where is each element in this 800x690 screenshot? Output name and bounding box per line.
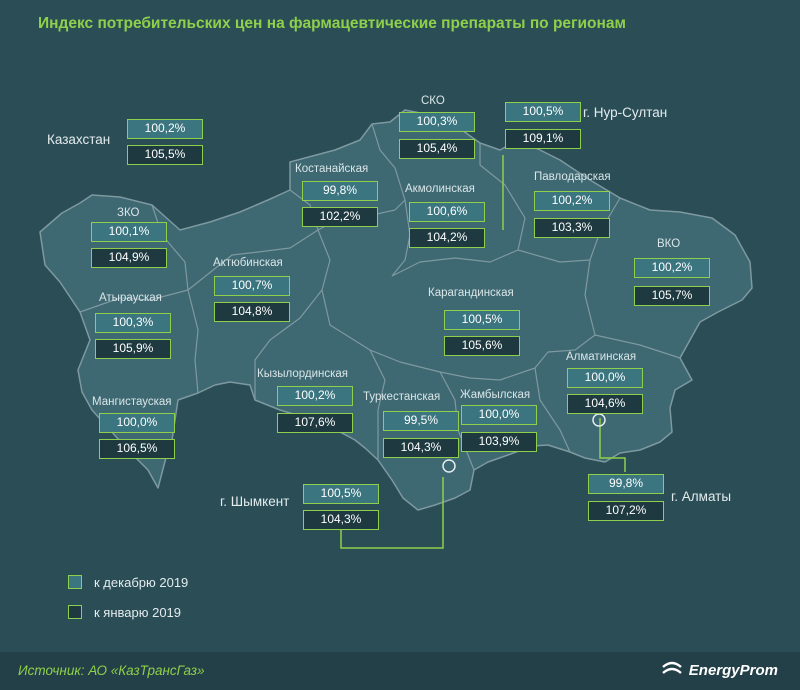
region-jan-value: 105,9% xyxy=(95,339,171,359)
region-dec-value: 100,3% xyxy=(399,112,475,132)
city-name: г. Шымкент xyxy=(220,494,290,509)
region-name: Атырауская xyxy=(99,292,162,304)
region-name: Актюбинская xyxy=(213,257,283,269)
almaty-marker-icon xyxy=(592,413,606,427)
legend-label-dec: к декабрю 2019 xyxy=(94,575,189,590)
region-jan-value: 104,8% xyxy=(214,302,290,322)
region-dec-value: 100,7% xyxy=(214,276,290,296)
region-name: Акмолинская xyxy=(405,183,475,195)
city-dec-value: 100,5% xyxy=(303,484,379,504)
region-jan-value: 107,6% xyxy=(277,413,353,433)
region-name: Костанайская xyxy=(295,163,369,175)
city-name: г. Нур-Султан xyxy=(583,105,668,120)
legend-swatch-dec xyxy=(68,575,82,589)
country-name: Казахстан xyxy=(47,132,111,147)
region-name: Алматинская xyxy=(566,351,637,363)
city-jan-value: 107,2% xyxy=(588,501,664,521)
region-dec-value: 100,2% xyxy=(634,258,710,278)
legend-swatch-jan xyxy=(68,605,82,619)
region-jan-value: 104,3% xyxy=(383,438,459,458)
region-dec-value: 100,2% xyxy=(277,386,353,406)
city-dec-value: 99,8% xyxy=(588,474,664,494)
region-dec-value: 99,5% xyxy=(383,411,459,431)
legend-label-jan: к январю 2019 xyxy=(94,605,182,620)
brand-logo: EnergyProm xyxy=(661,661,778,679)
region-jan-value: 104,6% xyxy=(567,394,643,414)
region-name: СКО xyxy=(421,95,445,107)
region-jan-value: 105,4% xyxy=(399,139,475,159)
energyprom-logo-icon xyxy=(661,661,682,674)
region-name: Павлодарская xyxy=(534,171,611,183)
country-jan-value: 105,5% xyxy=(127,145,203,165)
region-dec-value: 100,0% xyxy=(567,368,643,388)
region-dec-value: 100,5% xyxy=(444,310,520,330)
region-jan-value: 104,2% xyxy=(409,228,485,248)
region-dec-value: 100,6% xyxy=(409,202,485,222)
region-dec-value: 100,1% xyxy=(91,222,167,242)
region-name: Кызылординская xyxy=(257,368,349,380)
region-name: Карагандинская xyxy=(428,287,514,299)
almaty-connector xyxy=(599,418,626,472)
region-jan-value: 104,9% xyxy=(91,248,167,268)
page-title: Индекс потребительских цен на фармацевти… xyxy=(38,15,626,32)
region-jan-value: 105,7% xyxy=(634,286,710,306)
region-name: Мангистауская xyxy=(92,396,172,408)
region-jan-value: 105,6% xyxy=(444,336,520,356)
shymkent-connector xyxy=(340,477,444,549)
region-jan-value: 102,2% xyxy=(302,207,378,227)
footer: Источник: АО «КазТрансГаз» EnergyProm xyxy=(0,652,800,690)
region-dec-value: 100,0% xyxy=(461,405,537,425)
region-name: ЗКО xyxy=(117,207,140,219)
region-dec-value: 99,8% xyxy=(302,181,378,201)
region-name: Туркестанская xyxy=(363,391,441,403)
region-name: Жамбылская xyxy=(460,389,531,401)
region-jan-value: 106,5% xyxy=(99,439,175,459)
city-jan-value: 104,3% xyxy=(303,510,379,530)
region-jan-value: 103,3% xyxy=(534,218,610,238)
country-dec-value: 100,2% xyxy=(127,119,203,139)
region-name: ВКО xyxy=(657,238,681,250)
shymkent-marker-icon xyxy=(442,459,456,473)
region-dec-value: 100,2% xyxy=(534,191,610,211)
brand-name: EnergyProm xyxy=(688,661,778,679)
source-text: Источник: АО «КазТрансГаз» xyxy=(18,663,205,678)
city-dec-value: 100,5% xyxy=(505,102,581,122)
city-jan-value: 109,1% xyxy=(505,129,581,149)
region-dec-value: 100,3% xyxy=(95,313,171,333)
region-dec-value: 100,0% xyxy=(99,413,175,433)
region-jan-value: 103,9% xyxy=(461,432,537,452)
city-name: г. Алматы xyxy=(671,489,732,504)
